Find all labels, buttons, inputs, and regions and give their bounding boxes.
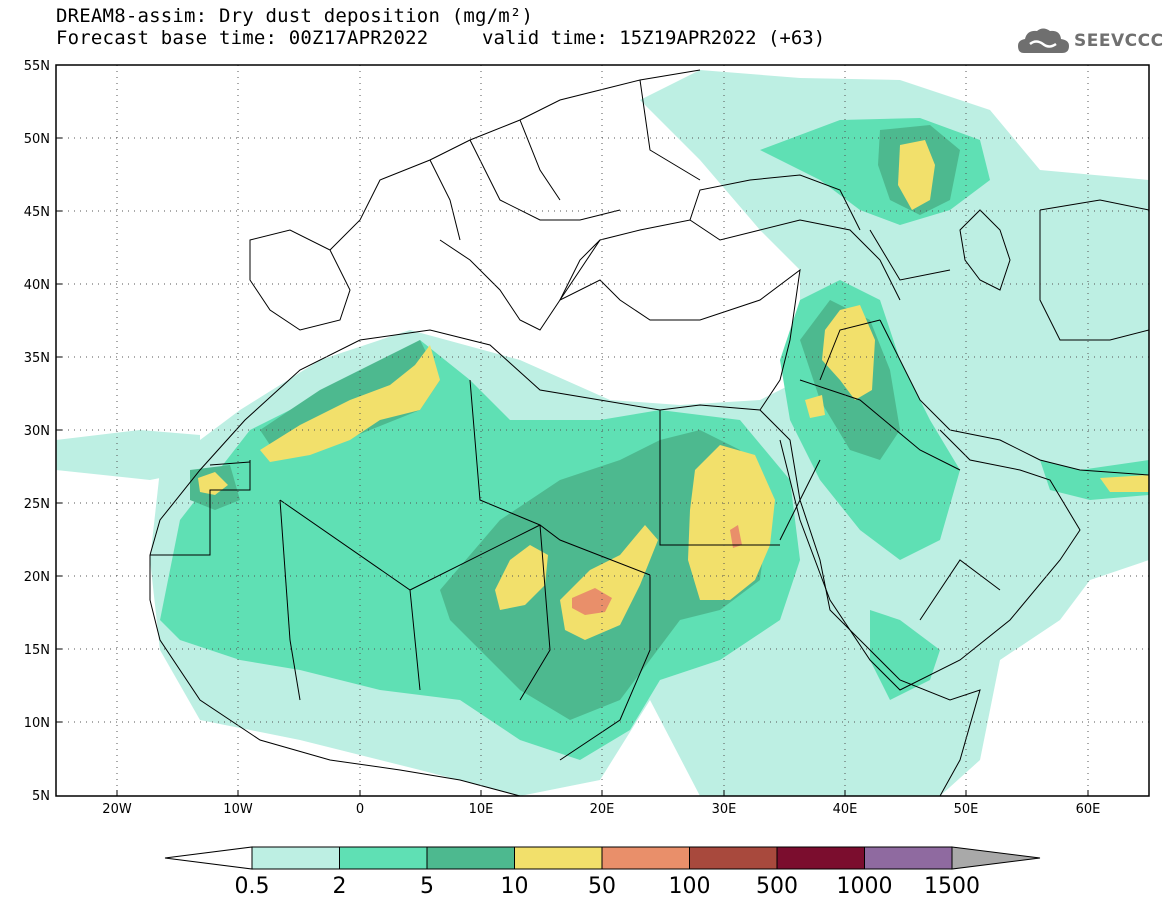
- colorbar-swatch: [864, 847, 952, 869]
- colorbar-label: 0.5: [235, 874, 270, 899]
- colorbar-over-arrow: [951, 846, 1041, 870]
- iberia-coast: [249, 229, 351, 331]
- dust-field: [56, 70, 1149, 796]
- colorbar-label: 50: [588, 874, 616, 899]
- lon-label-40e: 40E: [833, 802, 858, 817]
- lon-label-10w: 10W: [223, 802, 253, 817]
- colorbar-label: 1000: [837, 874, 893, 899]
- dust-level-5: [572, 525, 742, 615]
- lat-label-45n: 45N: [24, 205, 50, 220]
- lat-label-40n: 40N: [24, 278, 50, 293]
- lon-label-60e: 60E: [1076, 802, 1101, 817]
- colorbar-swatch: [689, 847, 777, 869]
- logo-text: SEEVCCC: [1074, 31, 1164, 51]
- lat-label-5n: 5N: [32, 789, 50, 804]
- cloud-logo-icon: [1018, 28, 1069, 53]
- forecast-base-time: Forecast base time: 00Z17APR2022: [56, 27, 429, 49]
- colorbar-swatch: [514, 847, 602, 869]
- colorbar-swatch: [777, 847, 865, 869]
- lon-label-20e: 20E: [590, 802, 615, 817]
- colorbar-label: 500: [756, 874, 798, 899]
- coastlines-and-borders: [149, 69, 1149, 796]
- lat-label-20n: 20N: [24, 570, 50, 585]
- graticule: [56, 65, 1149, 796]
- colorbar-swatch: [252, 847, 340, 869]
- seevccc-logo: SEEVCCC: [1016, 25, 1163, 59]
- lat-label-30n: 30N: [24, 424, 50, 439]
- lat-label-15n: 15N: [24, 643, 50, 658]
- lon-label-10e: 10E: [469, 802, 494, 817]
- colorbar-label: 10: [501, 874, 529, 899]
- lon-label-20w: 20W: [102, 802, 132, 817]
- colorbar-label: 1500: [924, 874, 980, 899]
- map-title: DREAM8-assim: Dry dust deposition (mg/m²…: [56, 5, 534, 27]
- lon-label-0: 0: [356, 802, 364, 817]
- colorbar-under-arrow: [164, 846, 253, 870]
- lon-label-30e: 30E: [712, 802, 737, 817]
- lat-label-50n: 50N: [24, 132, 50, 147]
- lat-label-35n: 35N: [24, 351, 50, 366]
- caspian-coast: [959, 209, 1011, 291]
- axis-ticks: [56, 64, 1089, 797]
- colorbar-swatch: [427, 847, 515, 869]
- valid-time: valid time: 15Z19APR2022 (+63): [482, 27, 826, 49]
- colorbar-label: 5: [420, 874, 434, 899]
- lat-label-55n: 55N: [24, 59, 50, 74]
- africa-coast: [149, 329, 981, 796]
- colorbar-swatch: [602, 847, 690, 869]
- lat-label-10n: 10N: [24, 716, 50, 731]
- colorbar: 0.5 2 5 10 50 100 500 1000 1500: [164, 846, 1041, 899]
- colorbar-swatch: [339, 847, 427, 869]
- lat-label-25n: 25N: [24, 497, 50, 512]
- colorbar-label: 2: [333, 874, 347, 899]
- colorbar-label: 100: [669, 874, 711, 899]
- lon-label-50e: 50E: [954, 802, 979, 817]
